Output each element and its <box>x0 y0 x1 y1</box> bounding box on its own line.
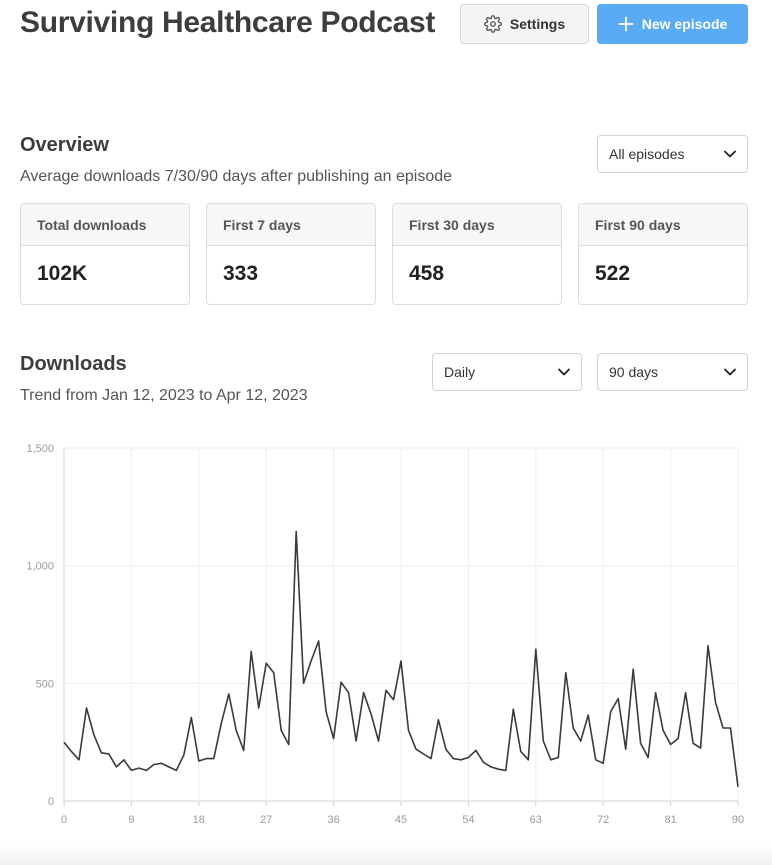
x-tick-label: 18 <box>193 814 205 826</box>
stat-card-value: 333 <box>223 262 259 285</box>
y-tick-label: 1,000 <box>26 561 54 573</box>
episode-filter-select[interactable]: All episodes <box>597 135 748 173</box>
y-tick-label: 500 <box>36 678 54 690</box>
x-tick-label: 81 <box>664 814 676 826</box>
stat-card-label: First 30 days <box>393 204 561 246</box>
x-tick-label: 72 <box>597 814 609 826</box>
range-value: 90 days <box>609 364 659 380</box>
gear-icon <box>484 15 502 33</box>
overview-subtitle: Average downloads 7/30/90 days after pub… <box>20 168 453 185</box>
x-tick-label: 63 <box>530 814 542 826</box>
interval-select[interactable]: Daily <box>432 353 582 391</box>
y-tick-label: 0 <box>48 796 54 808</box>
downloads-subtitle: Trend from Jan 12, 2023 to Apr 12, 2023 <box>20 387 308 404</box>
chevron-down-icon <box>724 368 736 376</box>
settings-button-label: Settings <box>509 16 566 32</box>
downloads-series-line <box>63 530 739 788</box>
downloads-line-chart: 0 500 1,000 1,500 0 9 18 27 36 45 54 63 72 81 90 <box>26 443 744 826</box>
stat-card-value: 102K <box>37 262 88 285</box>
new-episode-button[interactable]: New episode <box>597 4 748 44</box>
stat-card-value: 522 <box>595 262 631 285</box>
page-title: Surviving Healthcare Podcast <box>20 6 436 39</box>
y-tick-label: 1,500 <box>26 443 54 455</box>
plus-icon <box>618 16 634 32</box>
range-select[interactable]: 90 days <box>597 353 748 391</box>
x-tick-label: 0 <box>61 814 67 826</box>
stat-card-total-downloads: Total downloads 102K <box>20 203 190 305</box>
chevron-down-icon <box>724 150 736 158</box>
stat-card-first-90-days: First 90 days 522 <box>578 203 748 305</box>
x-tick-label: 54 <box>462 814 474 826</box>
stat-card-value: 458 <box>409 262 445 285</box>
stat-card-label: Total downloads <box>21 204 189 246</box>
episode-filter-value: All episodes <box>609 146 685 162</box>
stat-card-label: First 90 days <box>579 204 747 246</box>
stat-card-first-30-days: First 30 days 458 <box>392 203 562 305</box>
downloads-title: Downloads <box>20 353 127 375</box>
x-tick-label: 45 <box>395 814 407 826</box>
x-tick-label: 90 <box>732 814 744 826</box>
x-tick-label: 27 <box>260 814 272 826</box>
interval-value: Daily <box>444 364 476 380</box>
x-tick-label: 9 <box>128 814 134 826</box>
settings-button[interactable]: Settings <box>460 4 589 44</box>
stat-card-label: First 7 days <box>207 204 375 246</box>
overview-title: Overview <box>20 134 109 156</box>
x-tick-label: 36 <box>327 814 339 826</box>
new-episode-button-label: New episode <box>641 16 728 32</box>
stat-card-first-7-days: First 7 days 333 <box>206 203 376 305</box>
bottom-edge <box>0 846 772 865</box>
chevron-down-icon <box>558 368 570 376</box>
